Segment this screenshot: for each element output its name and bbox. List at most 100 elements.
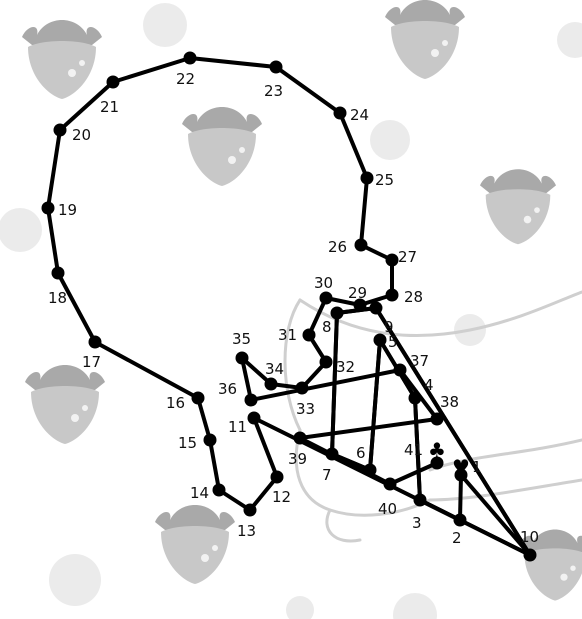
connector-line [458,473,463,522]
dot-label: 4 [424,376,434,394]
dot-11[interactable] [247,411,261,425]
dot-3[interactable] [413,493,427,507]
dot-2[interactable] [453,513,467,527]
dot-12[interactable] [270,470,284,484]
dot-16[interactable] [191,391,205,405]
dot-19[interactable] [41,201,55,215]
dot-31[interactable] [302,328,316,342]
connector-line [458,518,532,557]
dot-26[interactable] [354,238,368,252]
dot-label: 24 [350,106,369,124]
dot-18[interactable] [51,266,65,280]
dot-label: 25 [375,171,394,189]
dot-15[interactable] [203,433,217,447]
bubble-icon [0,208,42,252]
connector-line [374,306,532,557]
dot-label: 21 [100,98,119,116]
connector-line [58,80,115,132]
dot-label: 22 [176,70,195,88]
bubble-icon [49,554,101,606]
dot-label: 33 [296,400,315,418]
dot-23[interactable] [269,60,283,74]
connector-line [298,417,439,440]
dot-14[interactable] [212,483,226,497]
strawberry-icon [385,0,465,79]
dot-25[interactable] [360,171,374,185]
connector-line [56,271,97,344]
dot-label: 5 [388,333,398,351]
dot-label: 41 [404,441,423,459]
dot-28[interactable] [385,288,399,302]
dot-label: 15 [178,434,197,452]
connector-line [208,438,221,492]
connector-line [196,396,212,442]
hand-outline [283,290,582,543]
dot-8[interactable] [330,306,344,320]
dot-27[interactable] [385,253,399,267]
dot-21[interactable] [106,75,120,89]
dot-30[interactable] [319,291,333,305]
dot-label: 35 [232,330,251,348]
dot-layer [41,51,537,562]
dot-6[interactable] [363,463,377,477]
dot-39[interactable] [293,431,307,445]
dot-7[interactable] [325,447,339,461]
bubble-icon [370,120,410,160]
connector-line [307,296,328,337]
connector-line [338,111,369,180]
dot-label: 36 [218,380,237,398]
dot-24[interactable] [333,106,347,120]
dot-41[interactable] [430,456,444,470]
dot-label: 26 [328,238,347,256]
dot-20[interactable] [53,123,67,137]
dot-35[interactable] [235,351,249,365]
dot-10[interactable] [523,548,537,562]
strawberry-icon [182,107,262,186]
dot-13[interactable] [243,503,257,517]
dot-37[interactable] [393,363,407,377]
connector-line [188,56,278,69]
dot-40[interactable] [383,477,397,491]
dot-label: 19 [58,201,77,219]
dot-5[interactable] [373,333,387,347]
connector-line [240,356,253,402]
dot-label: 39 [288,450,307,468]
connector-line [413,396,422,502]
dot-36[interactable] [244,393,258,407]
connector-line [93,340,200,400]
bubble-icon [143,3,187,47]
dot-4[interactable] [408,391,422,405]
dot-33[interactable] [295,381,309,395]
connector-line [368,338,382,472]
dot-label: 3 [412,514,422,532]
dot-label: 34 [265,360,284,378]
dot-label: 30 [314,274,333,292]
dot-label: 37 [410,352,429,370]
dot-29[interactable] [353,298,367,312]
dot-1[interactable] [454,468,468,482]
bubble-icon [393,593,437,619]
dot-label: 1 [472,458,482,476]
dot-17[interactable] [88,335,102,349]
strawberry-icon [480,169,556,245]
connector-line [335,306,378,315]
dot-label: 7 [322,466,332,484]
bubble-icon [286,596,314,619]
connector-line [248,475,279,512]
dot-22[interactable] [183,51,197,65]
dot-label: 8 [322,318,332,336]
dot-label: 20 [72,126,91,144]
dot-label: 23 [264,82,283,100]
dot-label: 18 [48,289,67,307]
dot-label: 12 [272,488,291,506]
dot-38[interactable] [430,412,444,426]
dot-label: 11 [228,418,247,436]
connector-line [249,368,402,402]
dot-34[interactable] [264,377,278,391]
dot-32[interactable] [319,355,333,369]
dot-9[interactable] [369,301,383,315]
strawberry-icon [518,529,582,601]
connector-line [359,176,369,247]
